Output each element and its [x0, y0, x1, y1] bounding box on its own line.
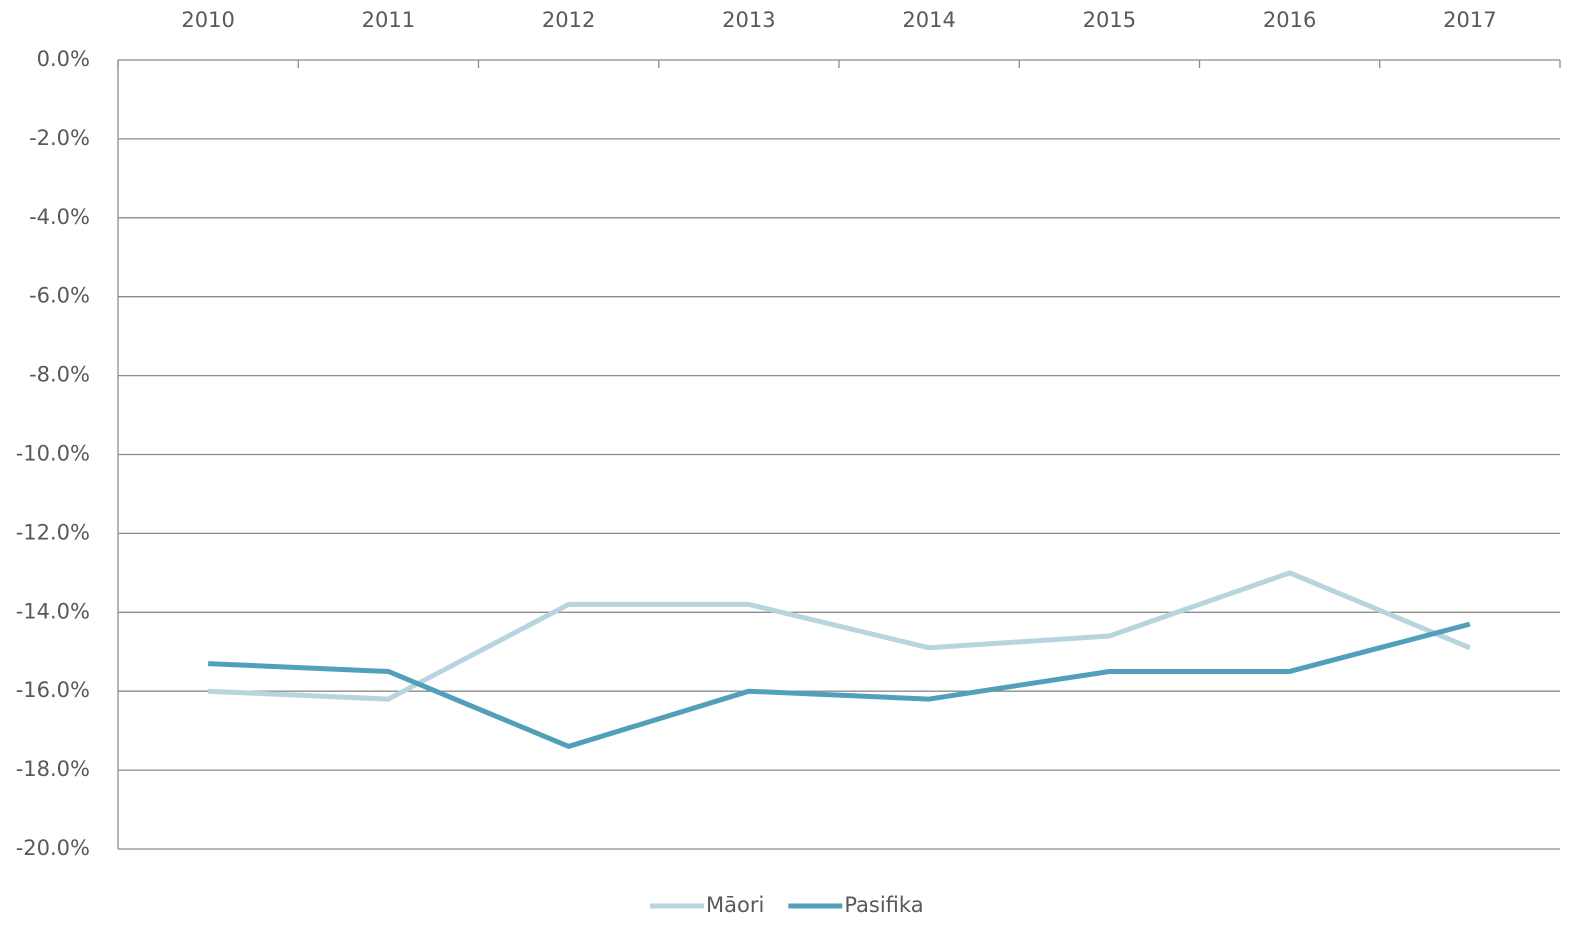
y-tick-label: -2.0%: [29, 126, 90, 150]
x-tick-label: 2017: [1443, 8, 1496, 32]
x-tick-label: 2015: [1083, 8, 1136, 32]
y-tick-label: -10.0%: [16, 442, 90, 466]
y-tick-label: -18.0%: [16, 757, 90, 781]
y-tick-label: -14.0%: [16, 599, 90, 623]
y-tick-label: -6.0%: [29, 284, 90, 308]
y-tick-label: -20.0%: [16, 836, 90, 860]
y-tick-label: -12.0%: [16, 520, 90, 544]
y-tick-label: -4.0%: [29, 205, 90, 229]
legend-label: Māori: [706, 893, 764, 917]
x-tick-label: 2010: [181, 8, 234, 32]
x-tick-label: 2012: [542, 8, 595, 32]
line-series: [208, 573, 1470, 699]
y-tick-label: -16.0%: [16, 678, 90, 702]
y-tick-label: -8.0%: [29, 363, 90, 387]
y-tick-label: 0.0%: [37, 47, 90, 71]
legend-label: Pasifika: [844, 893, 923, 917]
x-tick-label: 2011: [362, 8, 415, 32]
x-tick-label: 2014: [902, 8, 955, 32]
x-tick-label: 2016: [1263, 8, 1316, 32]
chart: 0.0% -2.0% -4.0% -6.0% -8.0% -10.0% -12.0% -14.…: [0, 0, 1581, 926]
line-series: [208, 624, 1470, 746]
x-tick-label: 2013: [722, 8, 775, 32]
